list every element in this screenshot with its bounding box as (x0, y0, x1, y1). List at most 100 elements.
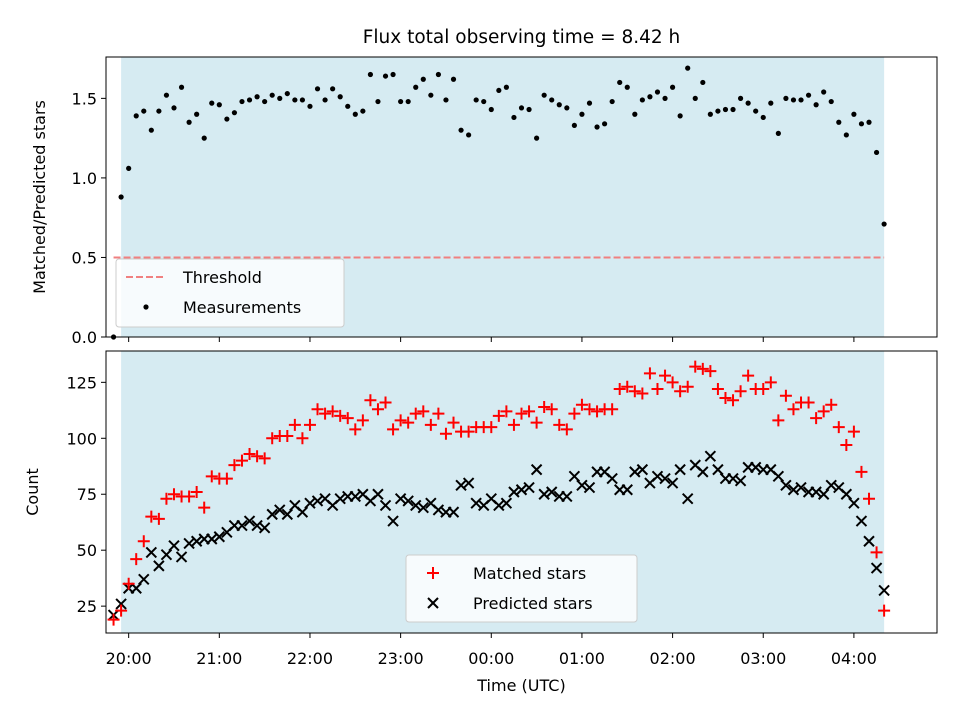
matched-star-marker (681, 380, 694, 393)
chart-title: Flux total observing time = 8.42 h (363, 27, 681, 48)
measurement-point (390, 71, 396, 78)
measurement-point (707, 111, 713, 117)
predicted-star-marker (213, 531, 226, 543)
measurement-point (858, 121, 865, 127)
matched-star-marker (137, 535, 150, 548)
measurement-point (692, 95, 698, 101)
measurement-point (609, 98, 615, 105)
measurement-point (239, 98, 245, 105)
predicted-star-marker (115, 598, 127, 610)
measurement-point (345, 103, 351, 109)
bottom-y-axis-label: Count (23, 468, 42, 516)
matched-star-marker (258, 452, 271, 465)
measurement-point (836, 119, 842, 125)
x-axis-label: Time (UTC) (476, 676, 565, 695)
matched-star-marker (825, 398, 838, 411)
predicted-star-marker (606, 472, 618, 485)
measurement-point (458, 127, 464, 133)
top-y-tick-label: 0.5 (72, 248, 97, 267)
matched-star-marker (160, 492, 173, 505)
top-legend-box (115, 258, 345, 328)
measurement-point (700, 79, 706, 86)
predicted-star-marker (243, 515, 256, 527)
measurement-point (715, 108, 721, 114)
measurement-point (413, 84, 419, 90)
matched-star-marker (334, 409, 347, 422)
matched-star-marker (787, 403, 800, 416)
predicted-star-marker (462, 477, 475, 489)
measurement-point (639, 97, 645, 103)
x-tick-label: 22:00 (287, 649, 333, 668)
predicted-star-marker (372, 488, 384, 500)
measurement-point (163, 92, 170, 98)
predicted-star-marker (855, 515, 868, 527)
matched-star-marker (198, 501, 211, 514)
x-tick-label: 21:00 (196, 649, 242, 668)
matched-star-marker (326, 405, 339, 418)
top-axes-frame (105, 56, 938, 338)
predicted-star-marker (500, 497, 513, 509)
predicted-star-marker (266, 508, 278, 521)
measurement-point (314, 86, 321, 92)
measurement-point (843, 132, 849, 138)
measurement-point (481, 98, 487, 105)
predicted-star-marker (681, 493, 694, 505)
predicted-star-marker (402, 495, 414, 507)
matched-star-marker (364, 394, 377, 407)
predicted-star-marker (258, 522, 271, 534)
measurement-point (813, 102, 819, 108)
measurement-point (254, 94, 260, 100)
predicted-star-marker (795, 481, 807, 494)
measurement-point (654, 89, 661, 95)
matched-star-marker (764, 376, 777, 389)
matched-star-marker (190, 486, 203, 498)
matched-star-marker (507, 418, 520, 431)
bottom-axis-ticks: 25 50 75 100 125 20:00 21:00 22:00 23:00 00:00 01:… (66, 373, 877, 668)
matched-star-marker (243, 447, 256, 460)
star-count-panel: 25 50 75 100 125 20:00 21:00 22:00 23:00 00:00 01:… (23, 350, 938, 695)
matched-star-marker (115, 604, 128, 617)
matched-star-marker (371, 403, 384, 416)
measurement-point (322, 97, 328, 103)
matched-star-marker (530, 416, 543, 429)
matched-star-marker (281, 430, 294, 443)
matched-star-marker (500, 405, 513, 418)
predicted-star-marker (848, 497, 860, 509)
measurement-point (141, 108, 147, 114)
measurement-point (647, 94, 653, 100)
matched-star-marker (772, 414, 785, 427)
measurement-point (360, 108, 366, 114)
matched-star-marker (462, 425, 475, 438)
matched-star-marker (122, 577, 135, 590)
matched-star-marker (303, 418, 316, 431)
matched-star-marker (863, 492, 876, 505)
measurement-point (760, 114, 766, 121)
bottom-y-tick-label: 125 (66, 373, 97, 392)
measurement-point (768, 100, 774, 106)
predicted-star-marker (734, 475, 747, 487)
predicted-star-marker (863, 535, 875, 547)
predicted-star-marker (274, 504, 286, 516)
matched-star-marker (719, 392, 732, 404)
predicted-star-marker (561, 490, 573, 503)
predicted-star-marker (636, 463, 649, 476)
measurement-point (216, 102, 222, 108)
matched-star-marker (311, 403, 324, 416)
matched-star-marker (492, 409, 505, 422)
measurement-point (549, 97, 555, 103)
x-tick-label: 23:00 (378, 649, 424, 668)
measurement-point (209, 100, 215, 106)
predicted-star-marker (168, 540, 180, 552)
matched-star-marker (447, 416, 460, 429)
x-tick-label: 01:00 (559, 649, 605, 668)
x-tick-label: 20:00 (106, 649, 152, 668)
matched-star-marker (870, 546, 883, 559)
predicted-star-marker (780, 479, 792, 491)
matched-star-marker (621, 380, 634, 393)
legend-measurements-label: Measurements (183, 298, 301, 317)
measurement-point (662, 95, 668, 101)
matched-star-marker (439, 427, 452, 440)
measurement-point (579, 111, 585, 117)
measurement-point (148, 127, 154, 133)
predicted-star-marker (379, 499, 392, 512)
